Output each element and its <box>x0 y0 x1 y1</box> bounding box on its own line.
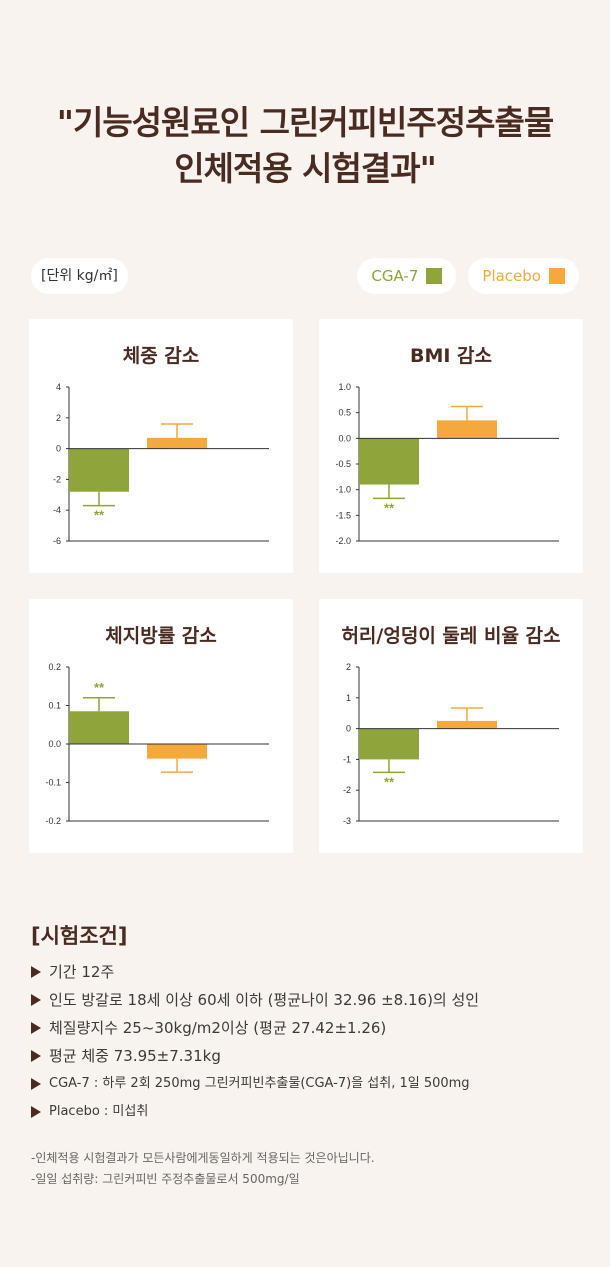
page-title-line1: "기능성원료인 그린커피빈주정추출물 <box>56 103 554 142</box>
list-item: 평균 체중 73.95±7.31kg <box>31 1042 479 1070</box>
y-tick-label: -6 <box>53 536 61 546</box>
triangle-bullet-icon <box>31 1022 41 1034</box>
y-tick-label: 1.0 <box>338 382 351 392</box>
triangle-bullet-icon <box>31 1078 41 1090</box>
condition-text: 평균 체중 73.95±7.31kg <box>49 1047 221 1065</box>
page-title: "기능성원료인 그린커피빈주정추출물 인체적용 시험결과" <box>0 100 610 192</box>
y-tick-label: 2 <box>56 413 61 423</box>
footnote: -인체적용 시험결과가 모든사람에게동일하게 적용되는 것은아닙니다. <box>31 1151 375 1165</box>
condition-text: CGA-7 : 하루 2회 250mg 그린커피빈추출물(CGA-7)을 섭취,… <box>49 1076 470 1091</box>
y-tick-label: 2 <box>346 662 351 672</box>
list-item: 체질량지수 25~30kg/m2이상 (평균 27.42±1.26) <box>31 1014 479 1042</box>
legend-label-cga7: CGA-7 <box>371 267 419 285</box>
y-tick-label: 0.1 <box>48 701 61 711</box>
legend-item-placebo: Placebo <box>468 258 579 294</box>
page-title-line2: 인체적용 시험결과" <box>174 149 437 188</box>
conditions-title: [시험조건] <box>31 924 128 948</box>
list-item: CGA-7 : 하루 2회 250mg 그린커피빈추출물(CGA-7)을 섭취,… <box>31 1070 479 1098</box>
unit-label: [단위 kg/㎡] <box>31 258 128 294</box>
significance-label: ** <box>384 500 395 515</box>
y-tick-label: -1.0 <box>335 485 351 495</box>
legend-swatch-placebo <box>549 268 565 284</box>
legend-label-placebo: Placebo <box>482 267 541 285</box>
chart-title: 체중 감소 <box>122 345 200 367</box>
bar-cga7 <box>359 728 419 760</box>
significance-label: ** <box>94 680 105 695</box>
chart-title: 허리/엉덩이 둘레 비율 감소 <box>341 625 561 647</box>
y-tick-label: 4 <box>56 382 61 392</box>
bar-placebo <box>437 720 497 729</box>
y-tick-label: -1 <box>343 754 351 764</box>
y-tick-label: 1 <box>346 693 351 703</box>
legend-swatch-cga7 <box>426 268 443 284</box>
chart-svg: 2 1 0 -1 -2 -3 ** <box>343 662 559 826</box>
chart-card-waist-hip: 2 1 0 -1 -2 -3 ** 허리/엉덩이 둘레 비율 감소 <box>319 599 583 853</box>
triangle-bullet-icon <box>31 966 41 978</box>
triangle-bullet-icon <box>31 1050 41 1062</box>
y-tick-label: 0.5 <box>338 408 351 418</box>
y-tick-label: -0.1 <box>45 778 61 788</box>
triangle-bullet-icon <box>31 994 41 1006</box>
legend-item-cga7: CGA-7 <box>357 258 457 294</box>
condition-text: 기간 12주 <box>49 963 115 981</box>
list-item: 인도 방갈로 18세 이상 60세 이하 (평균나이 32.96 ±8.16)의… <box>31 986 479 1014</box>
y-tick-label: -2.0 <box>335 536 351 546</box>
y-tick-label: -3 <box>343 816 351 826</box>
condition-text: 인도 방갈로 18세 이상 60세 이하 (평균나이 32.96 ±8.16)의… <box>49 991 480 1009</box>
chart-card-weight: 4 2 0 -2 -4 -6 ** 체중 감소 <box>29 319 293 573</box>
list-item: 기간 12주 <box>31 958 479 986</box>
conditions-list: 기간 12주 인도 방갈로 18세 이상 60세 이하 (평균나이 32.96 … <box>31 958 479 1126</box>
significance-label: ** <box>94 508 105 523</box>
chart-card-bmi: 1.0 0.5 0.0 -0.5 -1.0 -1.5 -2.0 ** BMI 감소 <box>319 319 583 573</box>
y-tick-label: 0.0 <box>338 433 351 443</box>
legend: CGA-7 Placebo <box>357 258 579 294</box>
chart-title: 체지방률 감소 <box>105 625 217 647</box>
chart-svg: 4 2 0 -2 -4 -6 ** <box>53 382 269 546</box>
condition-text: Placebo : 미섭취 <box>49 1104 149 1119</box>
y-tick-label: 0 <box>56 444 61 454</box>
y-tick-label: -0.5 <box>335 459 351 469</box>
bar-cga7 <box>359 438 419 485</box>
bar-placebo <box>147 744 207 759</box>
y-tick-label: 0.0 <box>48 739 61 749</box>
triangle-bullet-icon <box>31 1106 41 1118</box>
y-tick-label: -2 <box>53 474 61 484</box>
chart-title: BMI 감소 <box>409 345 493 367</box>
y-tick-label: 0.2 <box>48 662 61 672</box>
bar-placebo <box>147 437 207 449</box>
y-tick-label: -4 <box>53 505 61 515</box>
bar-cga7 <box>69 711 129 744</box>
y-tick-label: 0 <box>346 724 351 734</box>
y-tick-label: -0.2 <box>45 816 61 826</box>
y-tick-label: -1.5 <box>335 510 351 520</box>
chart-svg: 0.2 0.1 0.0 -0.1 -0.2 ** <box>45 662 269 826</box>
significance-label: ** <box>384 774 395 789</box>
chart-svg: 1.0 0.5 0.0 -0.5 -1.0 -1.5 -2.0 ** <box>335 382 559 546</box>
footnote: -일일 섭취량: 그린커피빈 주정추출물로서 500mg/일 <box>31 1172 300 1186</box>
list-item: Placebo : 미섭취 <box>31 1098 479 1126</box>
chart-card-body-fat: 0.2 0.1 0.0 -0.1 -0.2 ** 체지방률 감소 <box>29 599 293 853</box>
bar-placebo <box>437 420 497 439</box>
bar-cga7 <box>69 448 129 492</box>
condition-text: 체질량지수 25~30kg/m2이상 (평균 27.42±1.26) <box>49 1019 387 1037</box>
y-tick-label: -2 <box>343 785 351 795</box>
footnotes: -인체적용 시험결과가 모든사람에게동일하게 적용되는 것은아닙니다. -일일 … <box>31 1148 375 1190</box>
